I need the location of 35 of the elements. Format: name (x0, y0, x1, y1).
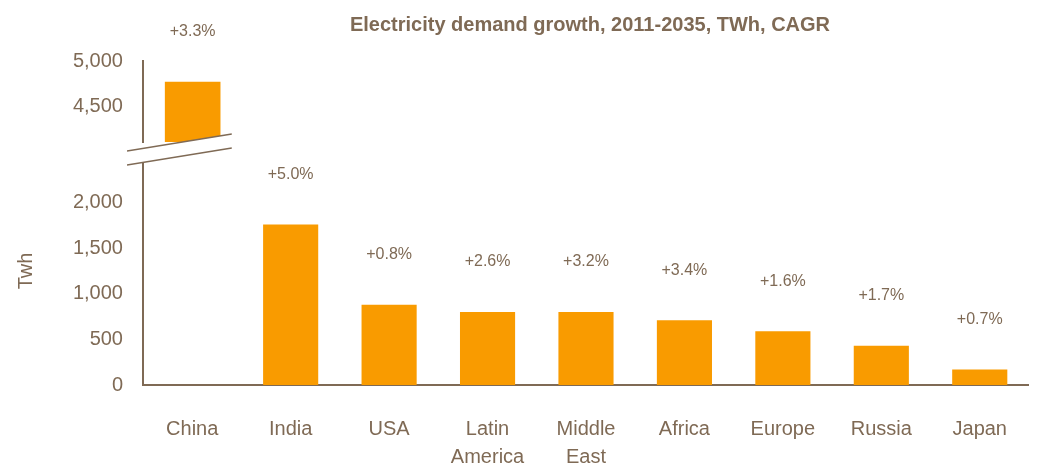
bar (656, 320, 712, 385)
annotation: +3.2% (563, 252, 609, 270)
annotation: +5.0% (267, 164, 314, 182)
x-tick-label: India (268, 416, 314, 439)
bar (853, 345, 909, 385)
x-tick-label: Japan (952, 416, 1007, 439)
x-tick-label: Europe (750, 416, 816, 439)
bar (558, 312, 614, 385)
annotation: +1.6% (759, 271, 806, 289)
x-tick-label: Latin America (450, 416, 526, 467)
y-tick-label: 1,500 (72, 235, 123, 258)
bar (459, 312, 516, 385)
bar (952, 369, 1008, 385)
y-tick-label: 1,000 (72, 281, 123, 304)
x-tick-label: Africa (658, 416, 711, 439)
x-tick-label: China (166, 416, 220, 439)
x-tick-label: Middle East (556, 416, 616, 467)
annotation: +3.4% (661, 260, 708, 278)
bar (263, 224, 319, 385)
annotation: +2.6% (464, 252, 511, 270)
x-tick-label: Russia (850, 416, 913, 439)
bar (361, 304, 417, 385)
y-axis-title: Twh (13, 252, 36, 290)
annotation: +1.7% (858, 286, 905, 304)
annotation: +0.8% (366, 245, 413, 263)
chart-title: Electricity demand growth, 2011-2035, TWh, CAGR (349, 12, 831, 35)
x-tick-label: USA (368, 416, 411, 439)
y-tick-label: 2,000 (72, 190, 123, 213)
y-tick-label: 5,000 (72, 48, 123, 71)
annotation: +3.3% (169, 22, 216, 40)
annotation: +0.7% (956, 309, 1003, 327)
y-tick-label: 4,500 (72, 93, 123, 116)
y-tick-label: 0 (111, 372, 123, 395)
bar (755, 331, 811, 385)
y-tick-label: 500 (89, 326, 123, 349)
